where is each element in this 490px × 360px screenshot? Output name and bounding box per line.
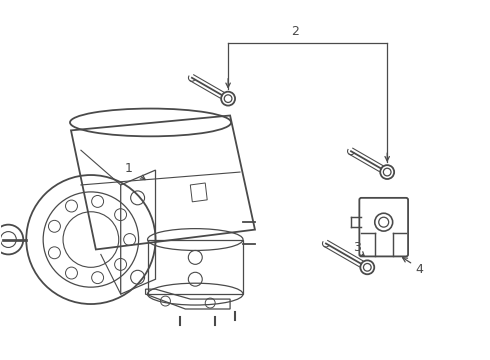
Text: 2: 2 (291, 24, 298, 38)
Text: 4: 4 (415, 263, 423, 276)
Text: 3: 3 (353, 241, 361, 254)
Text: 1: 1 (125, 162, 133, 175)
